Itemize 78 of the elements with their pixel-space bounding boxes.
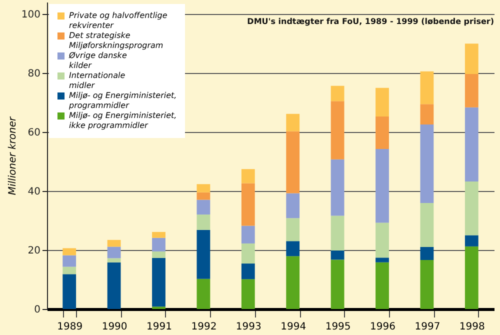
bar: [196, 184, 210, 192]
bar: [464, 107, 478, 182]
bar: [286, 256, 300, 309]
legend-label: Øvrige danske kilder: [68, 51, 127, 70]
bar: [464, 246, 478, 309]
y-axis-title: Millioner kroner: [7, 116, 18, 196]
bar: [376, 258, 389, 262]
bar: [420, 203, 434, 248]
x-tick-label: 1994: [280, 322, 306, 332]
legend-label: Internationale midler: [69, 71, 126, 90]
bar: [420, 104, 434, 125]
bar: [62, 274, 76, 309]
bar: [330, 260, 344, 309]
bar: [286, 131, 300, 194]
x-tick-label: 1995: [325, 322, 351, 332]
bar: [420, 71, 434, 104]
bar: [152, 238, 166, 252]
bar: [241, 183, 255, 226]
x-tick-label: 1991: [146, 322, 172, 332]
bar: [420, 124, 434, 204]
bar: [330, 250, 344, 260]
bar: [376, 149, 389, 223]
x-tick-label: 1997: [414, 322, 440, 332]
text: DMU's indtægter fra FoU, 1989 - 1999 (løbende priser): [247, 17, 494, 26]
bar: [330, 101, 344, 160]
bar: [376, 262, 389, 309]
bar: [420, 260, 434, 309]
bar: [464, 181, 478, 236]
y-tick-label: 100: [21, 9, 40, 20]
legend-label: Miljø- og Energiministeriet, ikke programmidler: [69, 111, 177, 130]
bar: [152, 251, 166, 258]
bar: [107, 240, 121, 247]
bar: [62, 248, 76, 256]
bar: [196, 200, 210, 215]
bar: [376, 88, 389, 117]
bar: [62, 255, 76, 267]
x-tick-label: 1992: [191, 322, 217, 332]
x-tick-label: 1996: [370, 322, 396, 332]
bar: [196, 214, 210, 230]
bar: [464, 44, 478, 74]
y-tick-label: 0: [34, 304, 40, 316]
bar: [330, 159, 344, 216]
bar: [241, 264, 255, 280]
bar: [286, 218, 300, 242]
bar: [107, 262, 121, 309]
bar: [196, 278, 210, 309]
x-tick-label: 1993: [236, 322, 262, 332]
y-tick-label: 40: [28, 186, 40, 198]
bar: [241, 279, 255, 309]
x-tick-label: 1989: [57, 322, 83, 332]
x-tick-label: 1990: [102, 322, 128, 332]
bar: [196, 192, 210, 200]
bar: [330, 86, 344, 102]
bar: [241, 169, 255, 184]
y-tick-label: 60: [28, 127, 40, 138]
bar: [286, 241, 300, 256]
bar: [107, 246, 121, 258]
bar: [152, 258, 166, 307]
bar: [330, 216, 344, 251]
bar: [420, 247, 434, 260]
y-tick-label: 20: [28, 245, 40, 256]
legend-label: Det strategiske Miljøforskningsprogram: [69, 31, 164, 50]
bar: [376, 222, 389, 258]
bar: [107, 258, 121, 262]
bar: [286, 193, 300, 218]
bar: [464, 235, 478, 246]
bar: [62, 266, 76, 274]
bar: [241, 243, 255, 264]
bar: [376, 116, 389, 150]
bar: [152, 232, 166, 238]
bar: [241, 226, 255, 244]
legend-label: Miljø- og Energiministeriet, programmidler: [68, 91, 177, 110]
bar: [196, 230, 210, 279]
y-tick-label: 80: [28, 68, 40, 80]
bar: [464, 74, 478, 108]
bar: [286, 114, 300, 132]
legend-label: Private og halvoffentlige rekvirenter: [69, 11, 168, 30]
x-tick-label: 1998: [459, 322, 485, 332]
